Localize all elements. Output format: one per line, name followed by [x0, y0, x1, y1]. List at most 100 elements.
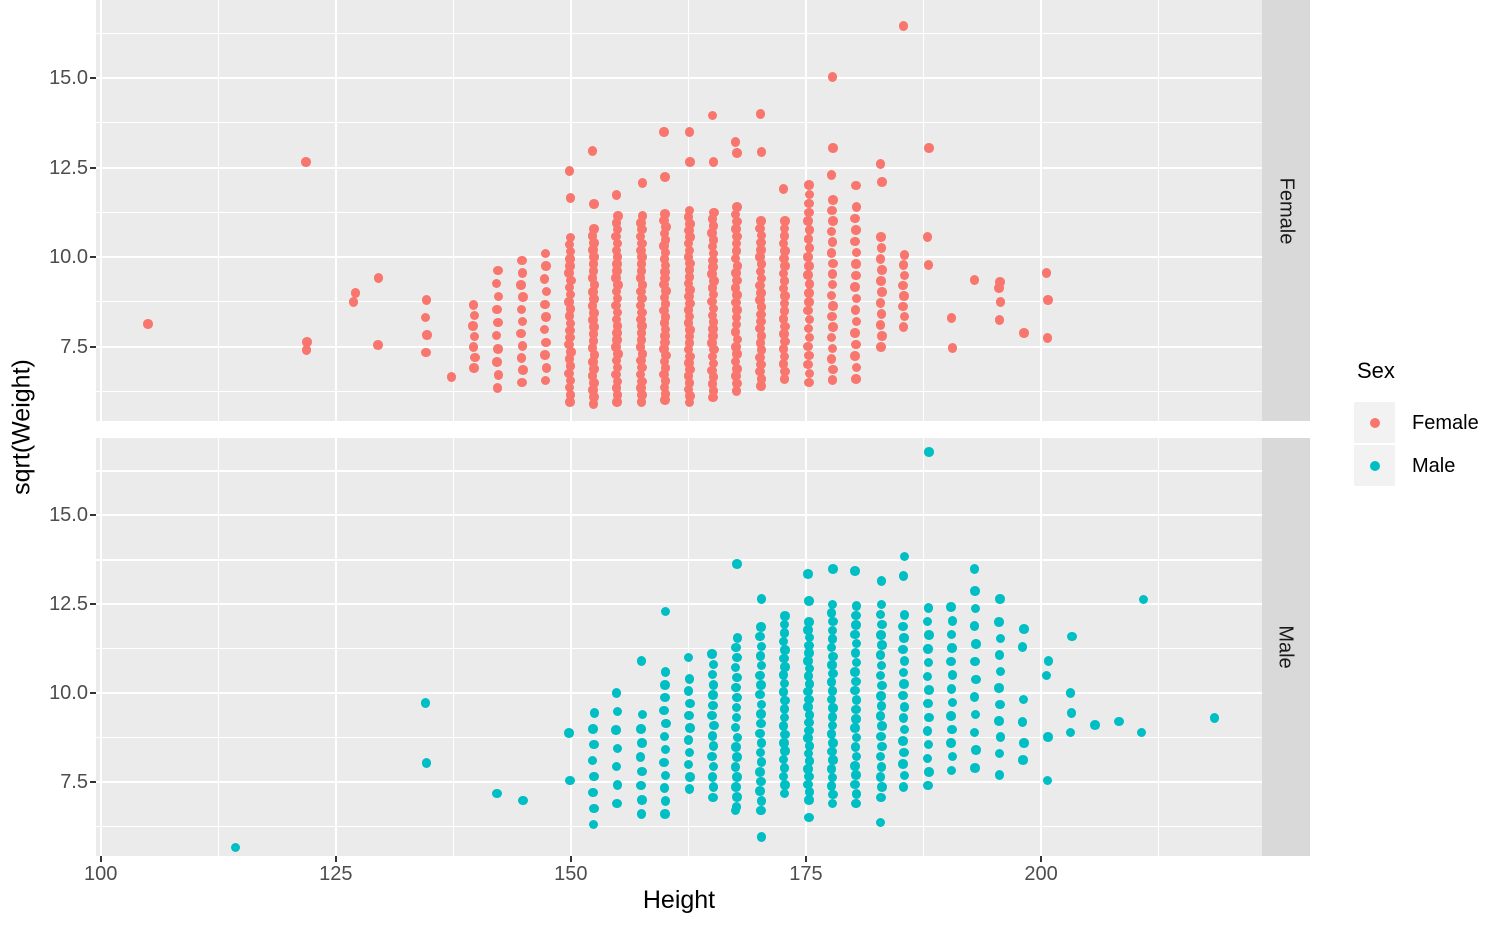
data-point — [685, 723, 695, 733]
data-point — [970, 763, 980, 773]
data-point — [851, 798, 861, 809]
data-point — [828, 322, 838, 332]
data-point — [660, 331, 670, 341]
data-point — [708, 317, 719, 327]
data-point — [779, 628, 790, 638]
data-point — [994, 283, 1004, 293]
data-point — [1090, 720, 1100, 730]
data-point — [708, 255, 718, 266]
data-point — [565, 261, 575, 271]
data-point — [755, 651, 766, 661]
data-point — [898, 736, 908, 746]
data-point — [612, 362, 623, 373]
y-tick-mark — [90, 514, 96, 517]
data-point — [756, 230, 767, 241]
data-point — [516, 304, 527, 315]
data-point — [898, 713, 909, 723]
data-point — [756, 147, 767, 157]
data-point — [708, 372, 718, 382]
data-point — [780, 246, 790, 256]
data-point — [804, 640, 814, 651]
data-point — [947, 724, 957, 735]
data-point — [540, 350, 550, 360]
data-point — [660, 260, 671, 271]
data-point — [851, 751, 862, 762]
data-point — [826, 729, 837, 739]
data-point — [755, 728, 765, 739]
data-point — [659, 318, 670, 328]
x-tick-mark — [569, 856, 572, 862]
data-point — [660, 796, 671, 806]
data-point — [612, 321, 623, 331]
data-point — [756, 302, 767, 312]
data-point — [301, 157, 311, 167]
data-point — [803, 270, 813, 280]
data-point — [636, 780, 646, 791]
data-point — [850, 648, 861, 658]
data-point — [756, 374, 767, 384]
data-point — [803, 779, 813, 790]
data-point — [732, 378, 742, 389]
data-point — [780, 336, 790, 346]
data-point — [756, 345, 767, 355]
data-point — [779, 763, 790, 773]
data-point — [685, 364, 695, 375]
data-point — [756, 796, 767, 806]
data-point — [683, 305, 694, 315]
data-point — [493, 317, 503, 328]
data-point — [804, 297, 814, 307]
data-point — [587, 755, 598, 766]
data-point — [446, 372, 457, 382]
data-point — [756, 288, 766, 298]
data-point — [803, 305, 813, 316]
y-minor-gridline — [96, 301, 1262, 303]
data-point — [684, 397, 695, 408]
data-point — [803, 216, 813, 226]
data-point — [732, 752, 742, 762]
data-point — [611, 342, 621, 352]
y-tick-label: 10.0 — [49, 246, 88, 269]
data-point — [828, 789, 838, 800]
data-point — [731, 268, 741, 278]
data-point — [850, 328, 860, 338]
data-point — [756, 245, 766, 255]
data-point — [804, 648, 814, 658]
data-point — [1018, 755, 1028, 765]
data-point — [611, 245, 622, 256]
data-point — [637, 252, 647, 262]
data-point — [876, 660, 887, 671]
data-point — [780, 261, 790, 271]
data-point — [685, 391, 695, 401]
data-point — [778, 184, 789, 194]
data-point — [779, 619, 790, 630]
data-point — [637, 766, 647, 777]
y-tick-mark — [90, 603, 96, 606]
data-point — [588, 245, 598, 255]
data-point — [684, 358, 694, 368]
data-point — [778, 670, 789, 680]
x-major-gridline — [569, 438, 572, 856]
data-point — [685, 232, 695, 242]
data-point — [684, 127, 695, 137]
x-tick-label: 150 — [554, 863, 588, 885]
data-point — [685, 219, 695, 229]
data-point — [969, 727, 980, 738]
data-point — [564, 166, 575, 176]
data-point — [611, 218, 622, 228]
data-point — [924, 685, 934, 695]
data-point — [804, 596, 814, 606]
facet-strip-label: Female — [1275, 177, 1298, 244]
data-point — [946, 711, 956, 721]
legend-entry-female: Female — [1345, 402, 1492, 443]
data-point — [875, 254, 886, 264]
data-point — [804, 207, 814, 218]
data-point — [708, 680, 719, 690]
data-point — [755, 670, 765, 681]
data-point — [660, 744, 671, 755]
x-tick-mark — [99, 856, 102, 862]
data-point — [612, 266, 622, 276]
data-point — [899, 702, 910, 712]
data-point — [683, 384, 694, 395]
data-point — [683, 278, 694, 289]
panel-female — [96, 0, 1262, 421]
